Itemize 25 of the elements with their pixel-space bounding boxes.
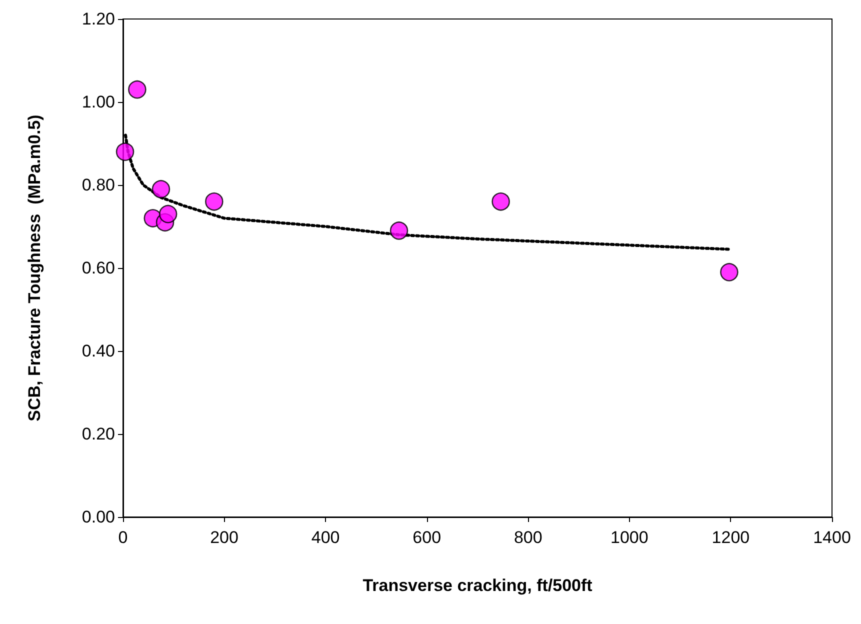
x-tick-label: 0 <box>118 528 128 547</box>
x-tick-label: 600 <box>412 528 442 547</box>
y-tick-label: 0.60 <box>82 258 115 278</box>
point <box>492 192 510 211</box>
y-tick-label: 0.40 <box>82 342 115 360</box>
x-tick-label: 1200 <box>712 528 750 547</box>
x-tick-label: 1000 <box>610 528 648 547</box>
point <box>116 142 134 161</box>
point <box>152 180 170 198</box>
y-tick-label: 1.20 <box>82 10 115 28</box>
point <box>205 192 224 211</box>
x-axis-title: Transverse cracking, ft/500ft <box>362 576 593 595</box>
y-tick-label: 0.20 <box>82 424 115 444</box>
point <box>390 222 408 240</box>
point <box>720 263 738 282</box>
x-tick-label: 800 <box>514 528 542 547</box>
x-tick-label: 400 <box>311 528 340 547</box>
y-tick-label: 1.00 <box>82 92 115 112</box>
y-axis-title: SCB, Fracture Toughness (MPa.m0.5) <box>25 114 44 422</box>
x-tick-label: 200 <box>210 528 238 547</box>
x-tick-label: 1400 <box>813 528 851 547</box>
y-tick-label: 0.80 <box>82 176 115 194</box>
y-tick-label: 0.00 <box>82 508 115 526</box>
point <box>128 80 146 99</box>
point <box>158 204 178 224</box>
